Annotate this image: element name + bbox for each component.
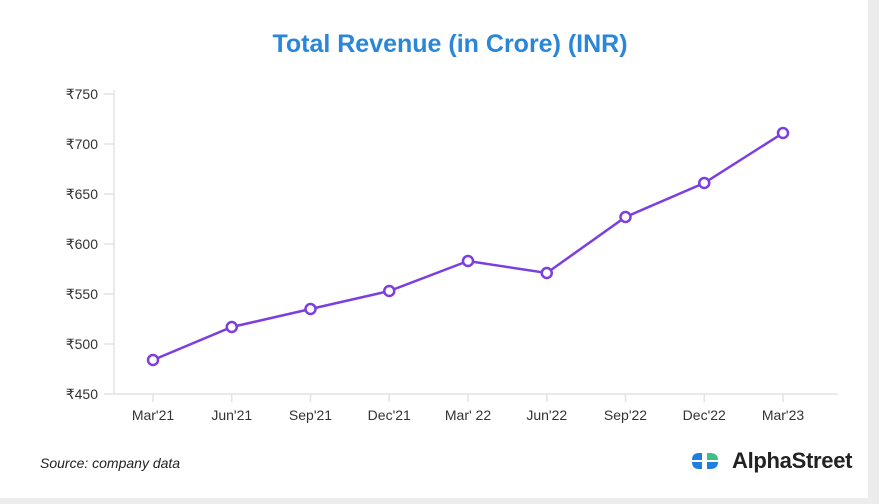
brand-name: AlphaStreet [732,448,853,473]
y-tick-label: ₹500 [66,336,98,352]
y-tick-label: ₹700 [66,136,98,152]
line-chart: ₹450 ₹500 ₹550 ₹600 ₹650 ₹700 ₹750 Mar'21 Jun'21… [66,86,838,423]
x-tick-label: Sep'21 [289,407,332,423]
y-tick-label: ₹650 [66,186,98,202]
x-tick-label: Mar'21 [132,407,175,423]
data-point [619,210,632,224]
source-note: Source: company data [40,455,181,471]
data-point [304,302,317,316]
x-tick-label: Dec'21 [368,407,411,423]
logo-icon [692,453,718,469]
x-tick-label: Jun'22 [526,407,567,423]
x-tick-label: Dec'22 [683,407,726,423]
x-tick-label: Mar'23 [762,407,805,423]
y-tick-label: ₹600 [66,236,98,252]
y-tick-label: ₹550 [66,286,98,302]
data-point [383,284,396,298]
y-tick-label: ₹450 [66,386,98,402]
chart-title: Total Revenue (in Crore) (INR) [272,30,628,58]
x-tick-label: Jun'21 [211,407,252,423]
series-line [152,131,784,362]
data-point [540,266,553,280]
chart-card: Total Revenue (in Crore) (INR) ₹450 ₹500 ₹… [0,0,868,498]
data-point [461,254,475,268]
y-tick-label: ₹750 [66,86,98,102]
x-tick-label: Sep'22 [604,407,647,423]
data-point [776,126,790,140]
data-point [146,353,160,367]
alphastreet-logo: AlphaStreet [690,448,852,474]
x-tick-label: Mar' 22 [445,407,491,423]
data-point [698,176,711,190]
data-point [225,320,238,334]
